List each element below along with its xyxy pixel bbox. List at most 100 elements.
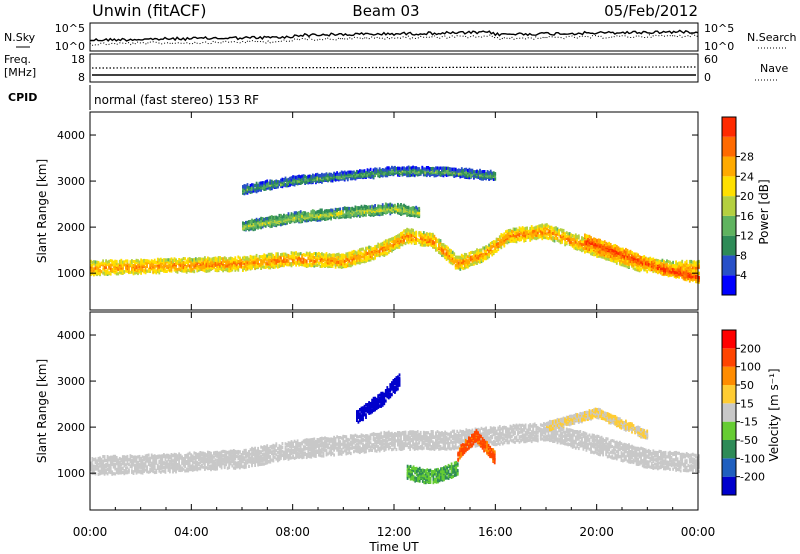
power-cell xyxy=(351,250,354,254)
power-cell xyxy=(261,254,264,259)
power-cell xyxy=(158,258,161,262)
power-cell xyxy=(126,269,129,273)
power-cell xyxy=(163,263,165,267)
power-cell xyxy=(298,211,300,215)
power-cell xyxy=(503,234,506,238)
power-cell xyxy=(99,262,101,266)
power-cell xyxy=(99,269,101,273)
power-cell xyxy=(137,269,139,273)
power-cell xyxy=(316,252,319,256)
power-cell xyxy=(406,237,408,241)
power-cell xyxy=(429,232,431,236)
power-cell xyxy=(501,238,504,242)
power-cell xyxy=(258,255,261,259)
power-cell xyxy=(272,215,275,220)
power-cell xyxy=(295,251,297,255)
power-cell xyxy=(407,237,410,241)
power-cell xyxy=(343,265,346,269)
power-cell xyxy=(179,263,182,267)
power-cell xyxy=(605,254,608,258)
power-cell xyxy=(412,228,414,232)
power-cell xyxy=(389,202,392,206)
power-cell xyxy=(463,260,466,264)
power-cell xyxy=(185,270,188,274)
power-cell xyxy=(410,237,413,241)
power-cell xyxy=(460,261,463,265)
power-cell xyxy=(315,261,317,265)
power-cell xyxy=(471,262,474,266)
power-cell xyxy=(315,259,317,263)
power-cell xyxy=(356,256,358,260)
power-cell xyxy=(223,259,226,263)
power-cell xyxy=(555,235,557,239)
power-cell xyxy=(403,233,405,237)
power-cell xyxy=(324,264,326,268)
power-cell xyxy=(457,265,460,269)
power-cell xyxy=(105,259,107,263)
power-cell xyxy=(558,229,560,233)
power-cell xyxy=(579,243,582,247)
power-cell xyxy=(497,247,500,252)
power-cell xyxy=(480,248,483,252)
power-cell xyxy=(120,264,123,268)
power-cell xyxy=(392,239,395,243)
power-cell xyxy=(360,251,363,255)
power-cell xyxy=(269,258,272,262)
power-cell xyxy=(555,233,557,237)
power-cell xyxy=(476,254,478,258)
power-cell xyxy=(407,234,410,238)
power-cell xyxy=(363,249,366,253)
power-cell xyxy=(451,256,454,260)
power-cell xyxy=(184,266,186,270)
power-cell xyxy=(444,252,446,256)
power-cell xyxy=(305,214,308,218)
power-cell xyxy=(340,262,343,266)
power-cell xyxy=(287,217,290,221)
power-cell xyxy=(346,264,349,268)
power-cell xyxy=(597,252,600,256)
power-cell xyxy=(505,234,507,238)
power-cell xyxy=(397,208,399,212)
power-cell xyxy=(646,270,649,274)
power-cell xyxy=(384,243,387,247)
power-cell xyxy=(381,168,384,172)
power-cell xyxy=(503,232,506,236)
power-cell xyxy=(357,260,360,265)
power-cell xyxy=(368,250,370,254)
power-cell xyxy=(353,259,355,263)
power-cell xyxy=(488,251,490,255)
power-cell xyxy=(407,228,410,232)
power-cell xyxy=(430,234,433,238)
power-cell xyxy=(240,258,243,262)
power-cell xyxy=(467,259,469,263)
power-cell xyxy=(161,268,164,272)
power-cell xyxy=(112,267,115,271)
power-cell xyxy=(533,231,536,235)
power-cell xyxy=(321,210,323,215)
power-cell xyxy=(201,257,203,261)
power-cell xyxy=(582,237,585,241)
power-cell xyxy=(105,265,107,270)
noise-panel: N.Sky 10^5 10^0 10^5 10^0 N.Search xyxy=(4,22,797,53)
power-cell xyxy=(315,257,317,261)
power-cell xyxy=(245,268,247,272)
power-cell xyxy=(343,170,346,174)
power-cell xyxy=(421,243,424,247)
power-cell xyxy=(287,263,290,267)
power-cell xyxy=(134,260,136,264)
power-cell xyxy=(204,269,206,273)
power-cell xyxy=(132,270,135,274)
power-cell xyxy=(304,258,307,263)
power-cell xyxy=(546,226,548,230)
power-cell xyxy=(90,259,92,263)
power-cell xyxy=(149,268,152,272)
power-cell xyxy=(620,261,623,265)
power-cell xyxy=(296,219,299,223)
power-cell xyxy=(386,242,389,246)
power-cell xyxy=(280,262,282,266)
power-cell xyxy=(556,227,559,231)
power-cell xyxy=(564,236,566,240)
power-cell xyxy=(556,229,559,233)
power-cell xyxy=(311,209,314,213)
power-cell xyxy=(553,236,556,240)
